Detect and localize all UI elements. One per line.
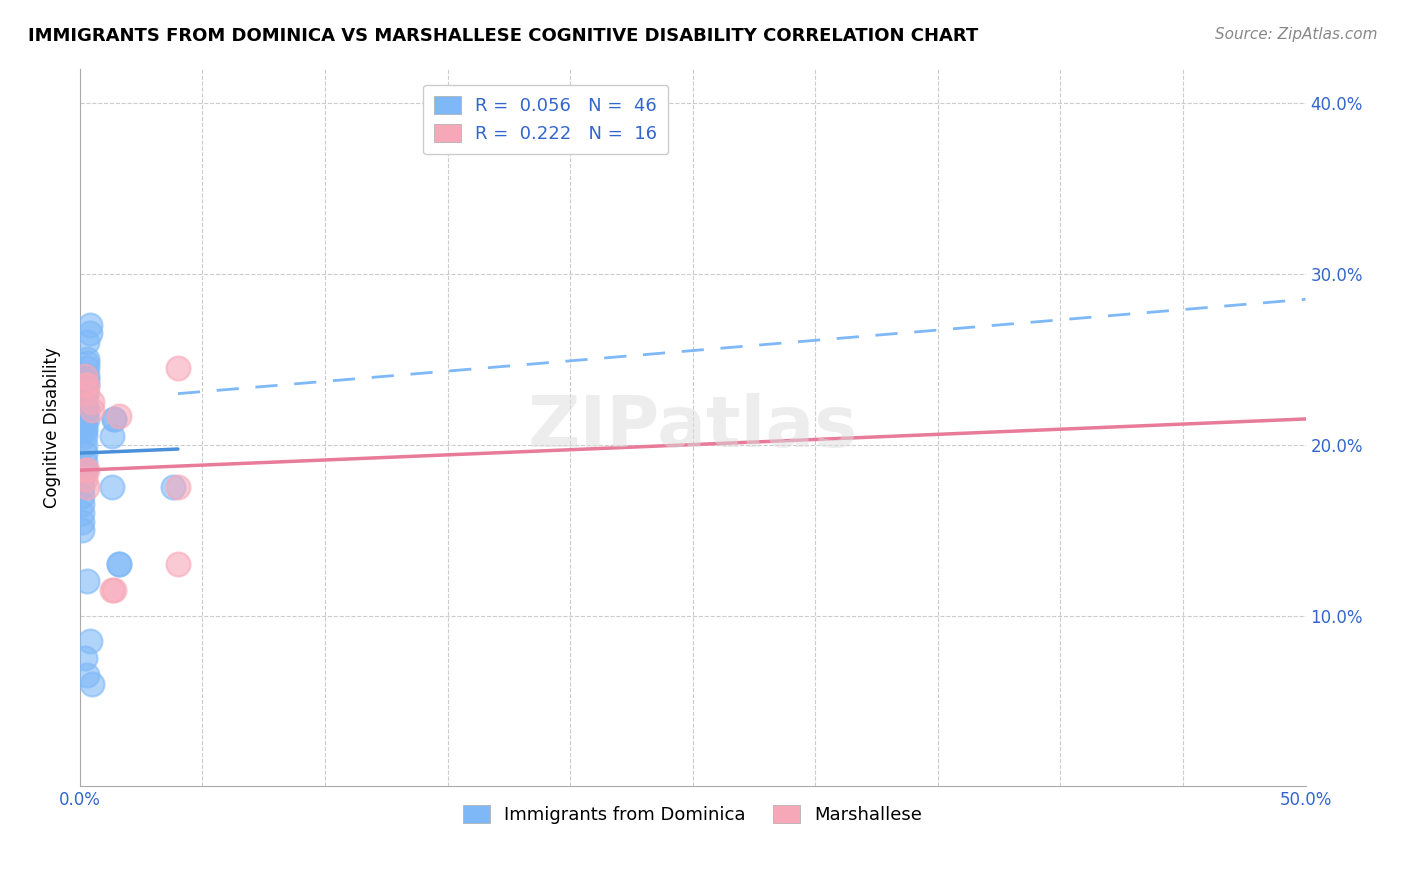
Point	[73, 437, 96, 451]
Point	[108, 409, 131, 423]
Point	[167, 558, 190, 572]
Point	[72, 489, 94, 503]
Point	[100, 582, 122, 597]
Point	[162, 480, 184, 494]
Text: IMMIGRANTS FROM DOMINICA VS MARSHALLESE COGNITIVE DISABILITY CORRELATION CHART: IMMIGRANTS FROM DOMINICA VS MARSHALLESE …	[28, 27, 979, 45]
Point	[73, 377, 96, 392]
Point	[103, 412, 125, 426]
Point	[73, 463, 96, 477]
Point	[73, 651, 96, 665]
Point	[73, 417, 96, 431]
Point	[72, 523, 94, 537]
Point	[100, 480, 122, 494]
Point	[76, 377, 98, 392]
Point	[72, 472, 94, 486]
Point	[73, 407, 96, 421]
Point	[79, 634, 101, 648]
Legend: Immigrants from Dominica, Marshallese: Immigrants from Dominica, Marshallese	[453, 794, 934, 835]
Point	[100, 429, 122, 443]
Point	[76, 360, 98, 375]
Point	[82, 677, 104, 691]
Point	[76, 480, 98, 494]
Point	[79, 318, 101, 332]
Point	[73, 463, 96, 477]
Point	[72, 515, 94, 529]
Point	[167, 360, 190, 375]
Point	[76, 355, 98, 369]
Point	[76, 352, 98, 367]
Point	[72, 497, 94, 511]
Point	[167, 480, 190, 494]
Point	[76, 668, 98, 682]
Point	[103, 582, 125, 597]
Point	[72, 506, 94, 520]
Point	[76, 403, 98, 417]
Point	[73, 455, 96, 469]
Point	[76, 574, 98, 589]
Point	[73, 472, 96, 486]
Point	[73, 395, 96, 409]
Point	[72, 480, 94, 494]
Point	[73, 369, 96, 384]
Point	[76, 377, 98, 392]
Point	[73, 424, 96, 438]
Point	[73, 446, 96, 460]
Point	[82, 403, 104, 417]
Point	[76, 412, 98, 426]
Point	[76, 334, 98, 349]
Point	[108, 558, 131, 572]
Point	[73, 429, 96, 443]
Point	[73, 386, 96, 401]
Point	[103, 412, 125, 426]
Point	[79, 326, 101, 341]
Point	[73, 390, 96, 404]
Point	[73, 400, 96, 414]
Text: Source: ZipAtlas.com: Source: ZipAtlas.com	[1215, 27, 1378, 42]
Point	[73, 403, 96, 417]
Point	[76, 373, 98, 387]
Text: ZIPatlas: ZIPatlas	[527, 393, 858, 462]
Point	[108, 558, 131, 572]
Point	[73, 463, 96, 477]
Point	[76, 463, 98, 477]
Point	[76, 386, 98, 401]
Point	[82, 395, 104, 409]
Y-axis label: Cognitive Disability: Cognitive Disability	[44, 347, 60, 508]
Point	[76, 369, 98, 384]
Point	[73, 412, 96, 426]
Point	[73, 420, 96, 434]
